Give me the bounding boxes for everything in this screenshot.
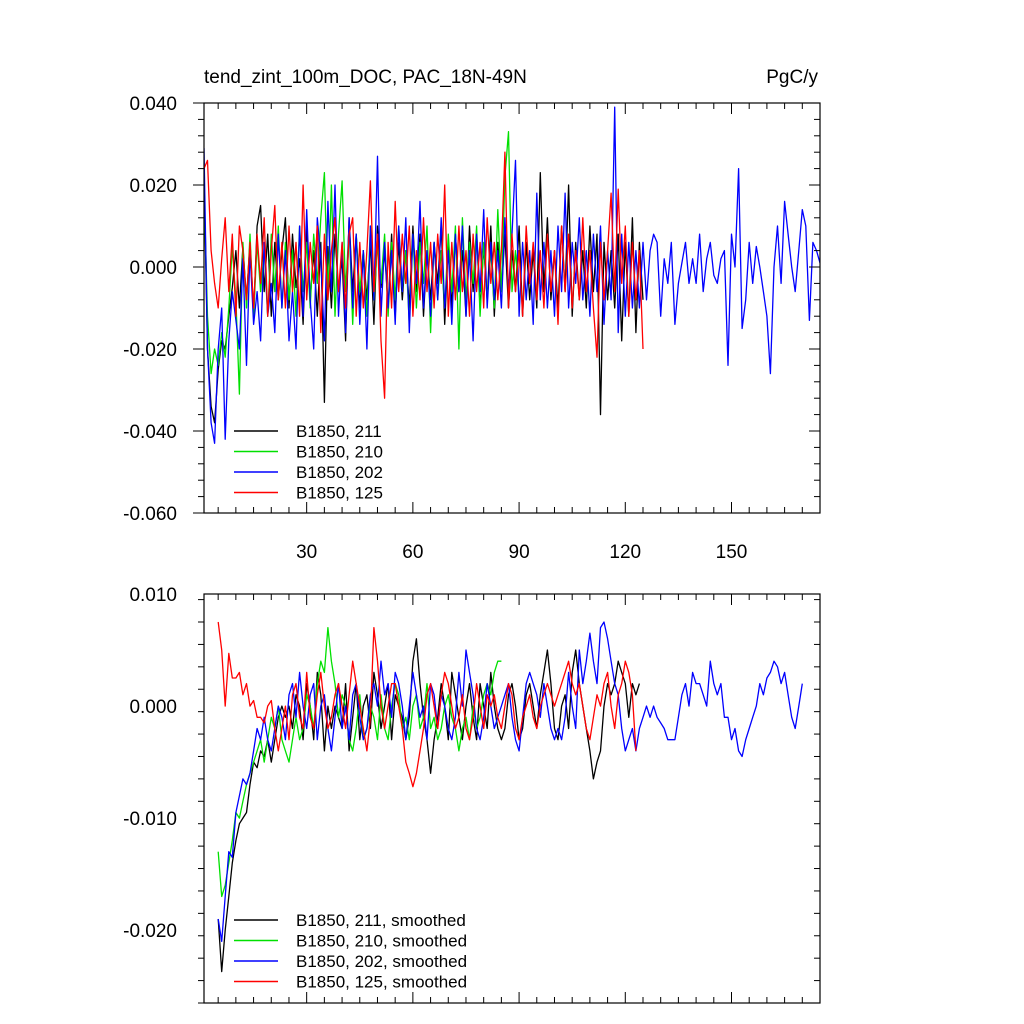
legend-label: B1850, 210: [296, 443, 383, 462]
y-tick-label: 0.040: [129, 94, 177, 115]
top-panel: -0.060 -0.040 -0.020 0.000 0.020 0.040 30 60 90 1…: [123, 67, 821, 563]
x-tick-label: 30: [296, 542, 317, 563]
legend-label: B1850, 210, smoothed: [296, 932, 467, 951]
y-tick-label: -0.040: [123, 422, 177, 443]
series-line-3: [217, 621, 803, 943]
series-line-4: [217, 621, 637, 788]
y-tick-label: 0.010: [129, 585, 177, 606]
plot-frame: [203, 593, 821, 1004]
y-tick-label: 0.000: [129, 258, 177, 279]
legend-label: B1850, 211: [296, 422, 382, 441]
x-tick-label: 120: [609, 542, 641, 563]
y-tick-label: -0.020: [123, 340, 177, 361]
y-tick-label: -0.010: [123, 809, 177, 830]
series-line-4: [204, 151, 644, 399]
legend-label: B1850, 125: [296, 484, 383, 503]
x-tick-label: 150: [716, 542, 748, 563]
y-tick-label: 0.020: [129, 176, 177, 197]
legend-label: B1850, 125, smoothed: [296, 973, 467, 992]
x-tick-label: 60: [402, 542, 423, 563]
legend-label: B1850, 202: [296, 463, 383, 482]
legend-label: B1850, 211, smoothed: [296, 911, 466, 930]
y-tick-label: 0.000: [129, 697, 177, 718]
plot-frame: [203, 102, 821, 514]
bottom-panel: -0.020 -0.010 0.000 0.010 B1850, 211, smooth…: [123, 585, 821, 1004]
legend-label: B1850, 202, smoothed: [296, 952, 467, 971]
y-tick-label: -0.020: [123, 921, 177, 942]
series-line-2: [217, 626, 502, 898]
x-tick-label: 90: [509, 542, 530, 563]
y-tick-label: -0.060: [123, 504, 177, 525]
units-label: PgC/y: [766, 67, 818, 88]
chart-title: tend_zint_100m_DOC, PAC_18N-49N: [204, 67, 527, 88]
